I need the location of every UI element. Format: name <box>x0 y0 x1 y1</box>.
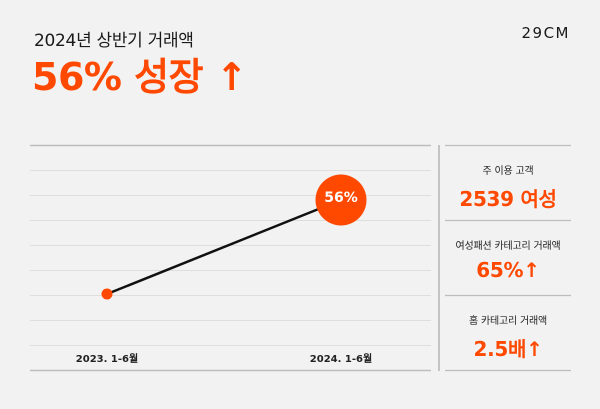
vertical-divider <box>438 145 440 371</box>
x-label-2024: 2024. 1-6월 <box>309 354 373 365</box>
stat-value: 2.5배↑ <box>473 337 543 361</box>
stat-value: 65%↑ <box>476 258 540 282</box>
x-label-2023: 2023. 1-6월 <box>75 354 139 365</box>
brand-logo: 29CM <box>521 24 570 42</box>
bubble-label: 56% <box>324 190 358 206</box>
stat-label: 홈 카테고리 거래액 <box>469 316 547 327</box>
stat-label: 주 이용 고객 <box>482 166 534 177</box>
data-point-2023 <box>101 288 113 300</box>
stat-value: 2539 여성 <box>459 187 557 211</box>
stat-womens-fashion: 여성패션 카테고리 거래액 65%↑ <box>445 237 571 282</box>
subtitle: 2024년 상반기 거래액 <box>34 31 194 51</box>
stat-label: 여성패션 카테고리 거래액 <box>455 241 561 252</box>
gridlines <box>30 144 431 372</box>
stat-home-category: 홈 카테고리 거래액 2.5배↑ <box>445 312 571 362</box>
series-line <box>106 198 342 296</box>
right-panel-dividers <box>445 144 571 372</box>
data-point-2024-bubble <box>315 174 367 226</box>
stat-main-customer: 주 이용 고객 2539 여성 <box>445 162 571 212</box>
headline: 56% 성장 ↑ <box>32 55 248 99</box>
